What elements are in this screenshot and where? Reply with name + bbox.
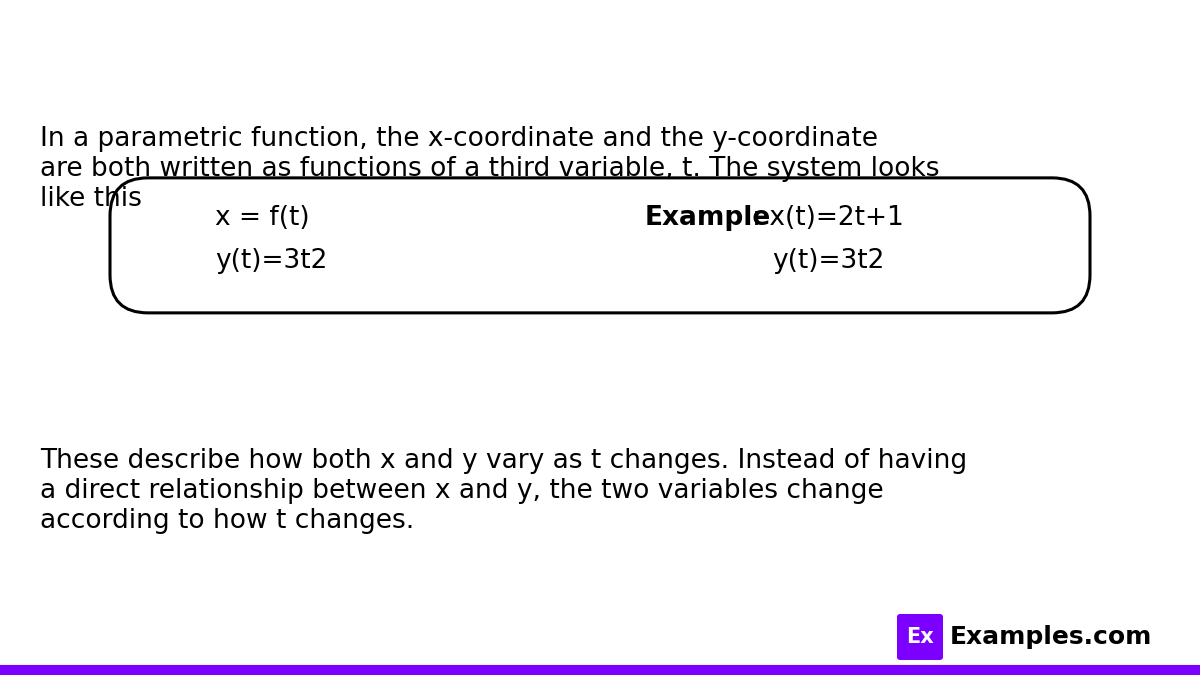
FancyBboxPatch shape — [110, 178, 1090, 313]
Text: Example: Example — [646, 205, 772, 231]
Text: are both written as functions of a third variable, t. The system looks: are both written as functions of a third… — [40, 156, 940, 182]
Text: according to how t changes.: according to how t changes. — [40, 508, 414, 534]
Text: In a parametric function, the x-coordinate and the y-coordinate: In a parametric function, the x-coordina… — [40, 126, 878, 152]
Text: like this: like this — [40, 186, 142, 212]
Text: Ex: Ex — [906, 627, 934, 647]
Text: These describe how both x and y vary as t changes. Instead of having: These describe how both x and y vary as … — [40, 448, 967, 474]
FancyBboxPatch shape — [898, 614, 943, 660]
Text: a direct relationship between x and y, the two variables change: a direct relationship between x and y, t… — [40, 478, 883, 504]
Text: y(t)=3t2: y(t)=3t2 — [773, 248, 886, 274]
Text: y(t)=3t2: y(t)=3t2 — [215, 248, 328, 274]
Text: : x(t)=2t+1: : x(t)=2t+1 — [752, 205, 904, 231]
Text: x = f(t): x = f(t) — [215, 205, 310, 231]
Text: Examples.com: Examples.com — [950, 625, 1152, 649]
Text: Understanding Parametric Functions: Understanding Parametric Functions — [55, 18, 1145, 70]
